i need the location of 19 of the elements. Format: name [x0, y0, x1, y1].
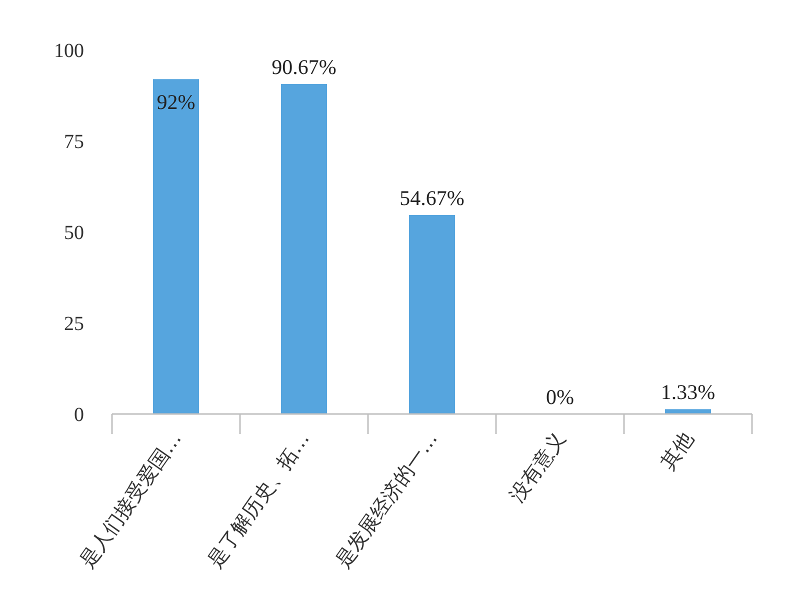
x-tick-label: 其他 — [655, 427, 698, 474]
y-tick-label: 100 — [54, 40, 84, 62]
data-label: 92% — [156, 90, 196, 114]
bar — [409, 215, 455, 414]
bar — [153, 79, 199, 414]
data-label: 1.33% — [660, 380, 716, 404]
y-tick-label: 0 — [74, 404, 84, 426]
x-tick-label: 是人们接受爱国… — [74, 427, 186, 572]
bar — [665, 409, 711, 414]
data-label: 90.67% — [272, 54, 336, 79]
y-tick-label: 75 — [64, 131, 84, 153]
x-tick-label: 是发展经济的一… — [330, 427, 442, 572]
y-tick-label: 25 — [64, 313, 84, 335]
bar — [281, 84, 327, 414]
y-tick-label: 50 — [64, 222, 84, 244]
x-tick-label: 是了解历史、拓… — [202, 427, 314, 572]
x-tick-label: 没有意义 — [504, 427, 570, 506]
data-label: 54.67% — [400, 186, 464, 210]
data-label: 0% — [546, 385, 574, 409]
